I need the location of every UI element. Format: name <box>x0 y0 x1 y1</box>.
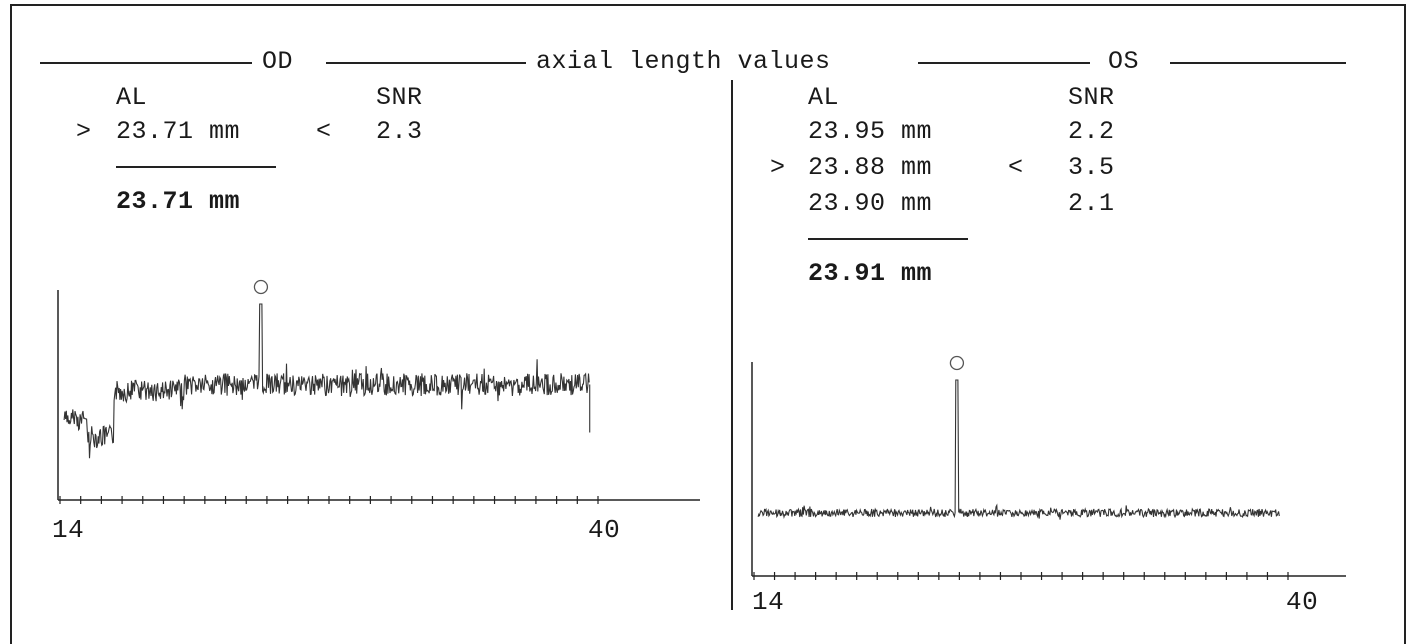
os-axis-start-label: 14 <box>752 587 785 617</box>
os-peak-marker <box>949 355 965 371</box>
os-al-header: AL <box>808 83 840 112</box>
selected-marker-right: < <box>1008 153 1024 182</box>
os-signal-trace <box>757 379 1280 520</box>
od-average-rule <box>116 166 276 168</box>
os-al-value: 23.88 mm <box>808 153 933 182</box>
od-al-value: 23.71 mm <box>116 117 241 146</box>
os-al-value: 23.95 mm <box>808 117 933 146</box>
header-rule-left <box>40 62 252 64</box>
header-rule-mid-left <box>326 62 526 64</box>
a-scan-plots <box>57 279 1346 580</box>
os-al-value: 23.90 mm <box>808 189 933 218</box>
od-al-header: AL <box>116 83 148 112</box>
od-header-label: OD <box>262 47 294 76</box>
od-snr-value: 2.3 <box>376 117 423 146</box>
od-axis-end-label: 40 <box>588 515 621 545</box>
od-signal-trace <box>63 303 590 459</box>
os-snr-header: SNR <box>1068 83 1115 112</box>
od-snr-header: SNR <box>376 83 423 112</box>
od-axis-start-label: 14 <box>52 515 85 545</box>
header-rule-mid-right <box>918 62 1090 64</box>
os-axis-end-label: 40 <box>1286 587 1319 617</box>
eye-divider <box>731 80 733 610</box>
selected-marker-left: > <box>770 153 786 182</box>
os-snr-value: 3.5 <box>1068 153 1115 182</box>
os-snr-value: 2.2 <box>1068 117 1115 146</box>
selected-marker-left: > <box>76 117 92 146</box>
os-header-label: OS <box>1108 47 1140 76</box>
od-peak-marker <box>253 279 269 295</box>
os-average-value: 23.91 mm <box>808 259 933 288</box>
od-average-value: 23.71 mm <box>116 187 241 216</box>
selected-marker-right: < <box>316 117 332 146</box>
os-snr-value: 2.1 <box>1068 189 1115 218</box>
report-frame <box>10 4 1406 644</box>
page-title: axial length values <box>536 47 831 76</box>
os-average-rule <box>808 238 968 240</box>
header-rule-right <box>1170 62 1346 64</box>
